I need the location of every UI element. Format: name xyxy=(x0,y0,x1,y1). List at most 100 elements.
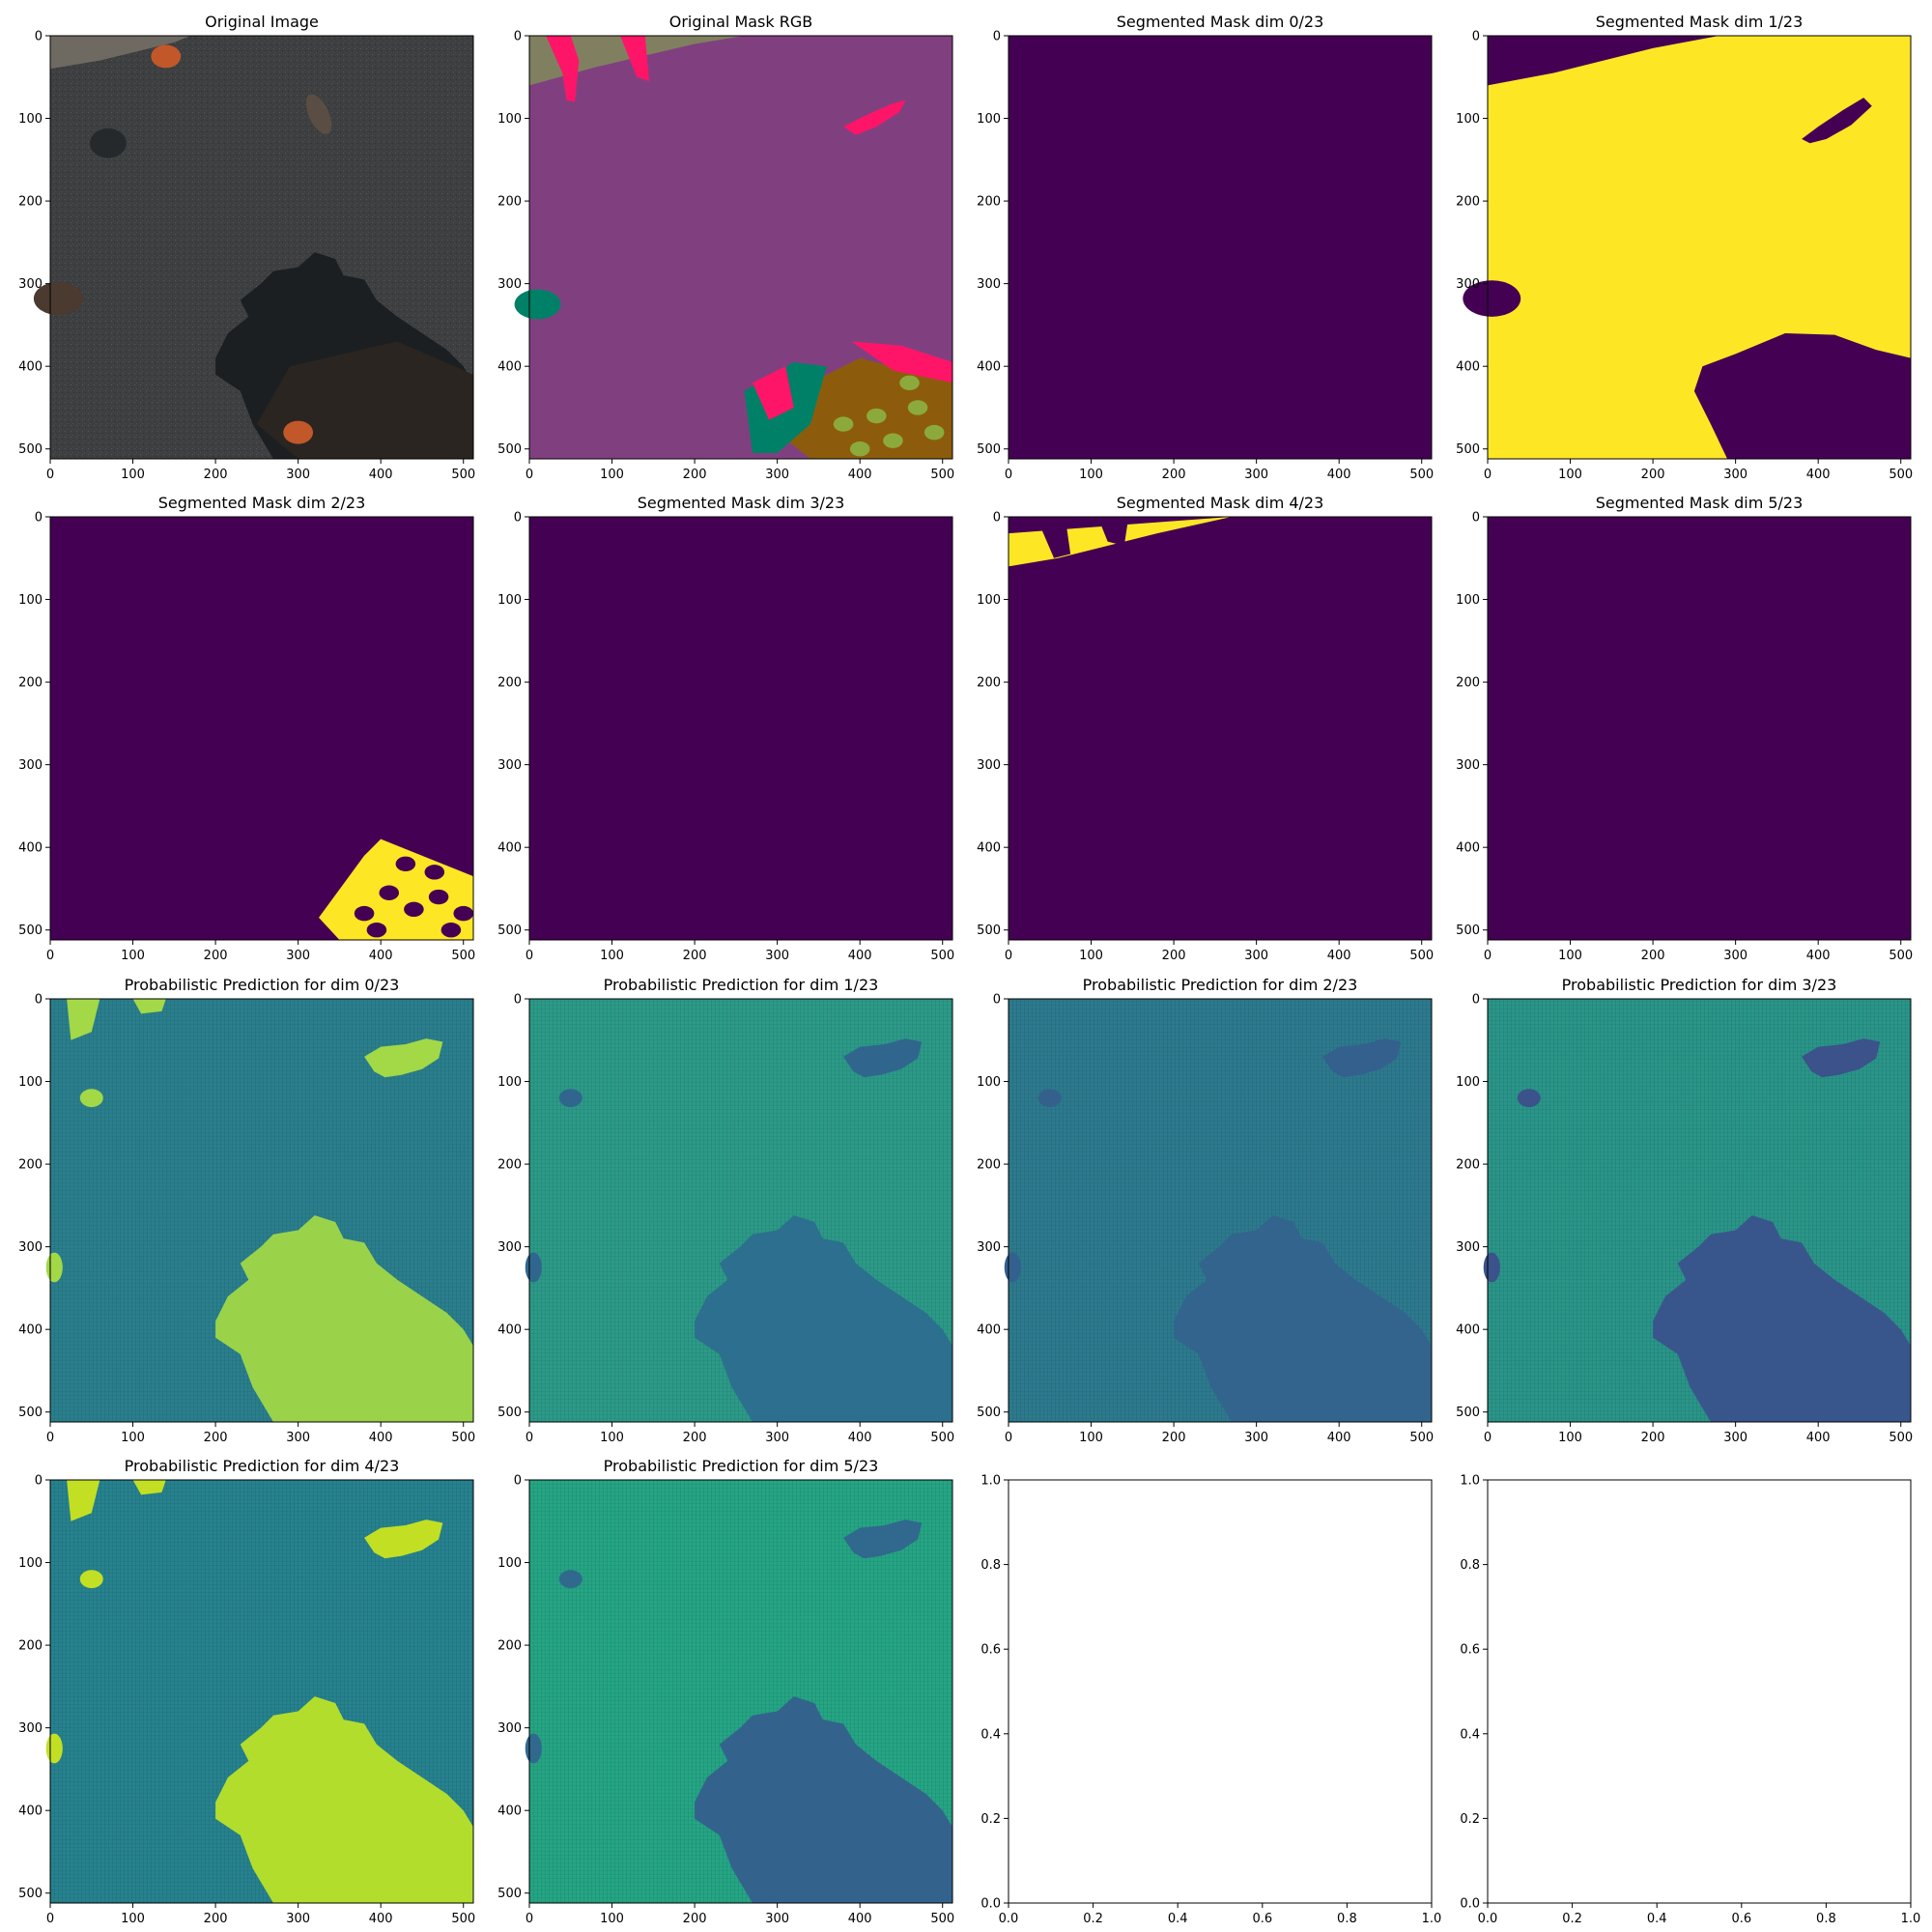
y-tick-label: 400 xyxy=(1456,841,1480,856)
y-tick-label: 200 xyxy=(977,195,1001,210)
y-tick-label: 300 xyxy=(497,277,522,292)
x-tick-label: 500 xyxy=(451,949,475,963)
x-tick-label: 100 xyxy=(121,1912,145,1926)
y-tick-label: 400 xyxy=(977,360,1001,375)
x-tick-label: 0.0 xyxy=(999,1912,1019,1926)
y-tick-label: 300 xyxy=(18,1721,43,1736)
prob-tree-shadow xyxy=(1653,1215,1911,1422)
y-tick-label: 400 xyxy=(18,1804,43,1819)
x-tick-label: 400 xyxy=(1806,1431,1831,1445)
x-tick-label: 0 xyxy=(526,468,533,482)
x-tick-label: 100 xyxy=(121,1431,145,1445)
y-tick-label: 0 xyxy=(1472,30,1480,44)
x-tick-label: 200 xyxy=(204,949,228,963)
x-tick-label: 100 xyxy=(600,468,624,482)
prob-drone-shadow xyxy=(1517,1089,1541,1108)
prob-top-left xyxy=(67,999,100,1040)
axes-frame xyxy=(1008,35,1433,460)
panel: 0 100 200 300 400 500 0 100 200 300 400 500 Probabil… xyxy=(1456,976,1913,1445)
photo-pedestrian xyxy=(305,94,332,134)
x-tick-label: 300 xyxy=(286,949,310,963)
y-tick-label: 500 xyxy=(18,1406,43,1420)
prob-tree-shadow xyxy=(695,1696,952,1903)
x-tick-label: 400 xyxy=(848,1431,872,1445)
x-tick-label: 400 xyxy=(369,949,393,963)
x-tick-label: 1.0 xyxy=(1901,1912,1921,1926)
y-tick-label: 1.0 xyxy=(980,1474,1001,1489)
heatmap-grass-hole xyxy=(354,905,375,922)
x-tick-label: 200 xyxy=(204,1912,228,1926)
y-tick-label: 200 xyxy=(18,1639,43,1654)
heatmap-background xyxy=(1488,517,1911,940)
x-tick-label: 0.2 xyxy=(1562,1912,1582,1926)
y-tick-label: 400 xyxy=(977,841,1001,856)
heatmap-grass-hole xyxy=(424,865,445,880)
y-tick-label: 0 xyxy=(993,30,1001,44)
axes-frame xyxy=(1487,998,1912,1423)
y-tick-label: 500 xyxy=(977,1406,1001,1420)
heatmap-grass-hole xyxy=(440,923,462,938)
x-tick-label: 500 xyxy=(1889,949,1913,963)
x-tick-label: 0.6 xyxy=(1252,1912,1272,1926)
prob-drone-shadow xyxy=(1037,1089,1062,1108)
mask-gravel xyxy=(529,36,745,86)
y-tick-label: 500 xyxy=(18,442,43,457)
panel: 0 100 200 300 400 500 0 100 200 300 400 500 Segmente… xyxy=(1456,13,1913,482)
prob-manhole xyxy=(1004,1252,1021,1283)
prob-manhole xyxy=(45,1733,63,1764)
y-tick-label: 400 xyxy=(497,1804,522,1819)
x-tick-label: 100 xyxy=(1079,949,1103,963)
y-tick-label: 0 xyxy=(514,993,522,1008)
x-tick-label: 0 xyxy=(1005,949,1012,963)
x-tick-label: 500 xyxy=(1889,1431,1913,1445)
x-tick-label: 0 xyxy=(1484,1431,1492,1445)
axes-background xyxy=(1488,1480,1911,1903)
x-tick-label: 300 xyxy=(1723,468,1747,482)
x-tick-label: 300 xyxy=(1244,468,1268,482)
y-tick-label: 100 xyxy=(497,112,522,127)
y-tick-label: 300 xyxy=(18,1240,43,1255)
heatmap-grass-hole xyxy=(453,905,473,922)
y-tick-label: 400 xyxy=(497,360,522,375)
x-tick-label: 100 xyxy=(600,949,624,963)
axes-frame xyxy=(49,998,474,1423)
y-tick-label: 0 xyxy=(35,511,43,526)
y-tick-label: 0 xyxy=(993,993,1001,1008)
mask-person-4 xyxy=(752,366,794,420)
y-tick-label: 0.8 xyxy=(980,1558,1001,1573)
x-tick-label: 200 xyxy=(1641,949,1665,963)
x-tick-label: 300 xyxy=(765,1431,789,1445)
y-tick-label: 0 xyxy=(35,1474,43,1489)
heatmap-background xyxy=(1009,36,1432,459)
x-tick-label: 300 xyxy=(286,468,310,482)
x-tick-label: 500 xyxy=(451,468,475,482)
prob-top-left-2 xyxy=(132,1480,166,1495)
mask-grass-patch xyxy=(899,375,920,390)
axes-frame xyxy=(1008,998,1433,1423)
x-tick-label: 300 xyxy=(765,949,789,963)
axes-frame xyxy=(49,1479,474,1904)
panel-title: Segmented Mask dim 0/23 xyxy=(1117,13,1324,31)
x-tick-label: 200 xyxy=(1162,949,1186,963)
photo-gravel xyxy=(50,36,191,70)
x-tick-label: 0 xyxy=(46,1912,54,1926)
x-tick-label: 100 xyxy=(121,468,145,482)
y-tick-label: 300 xyxy=(1456,758,1480,773)
heatmap-gravel-hole xyxy=(1488,36,1719,86)
panel: 0 100 200 300 400 500 0 100 200 300 400 500 Segmente… xyxy=(977,494,1434,963)
x-tick-label: 500 xyxy=(451,1431,475,1445)
x-tick-label: 100 xyxy=(1079,468,1103,482)
prob-tree-shadow xyxy=(695,1215,952,1422)
y-tick-label: 500 xyxy=(18,1887,43,1901)
axes-frame xyxy=(528,998,953,1423)
prob-pedestrian xyxy=(364,1520,443,1559)
x-tick-label: 100 xyxy=(121,949,145,963)
x-tick-label: 100 xyxy=(600,1431,624,1445)
x-tick-label: 0.4 xyxy=(1168,1912,1188,1926)
y-tick-label: 0 xyxy=(514,30,522,44)
panel-title: Segmented Mask dim 2/23 xyxy=(158,494,366,512)
x-tick-label: 500 xyxy=(1409,949,1434,963)
y-tick-label: 0 xyxy=(993,511,1001,526)
x-tick-label: 400 xyxy=(1806,949,1831,963)
